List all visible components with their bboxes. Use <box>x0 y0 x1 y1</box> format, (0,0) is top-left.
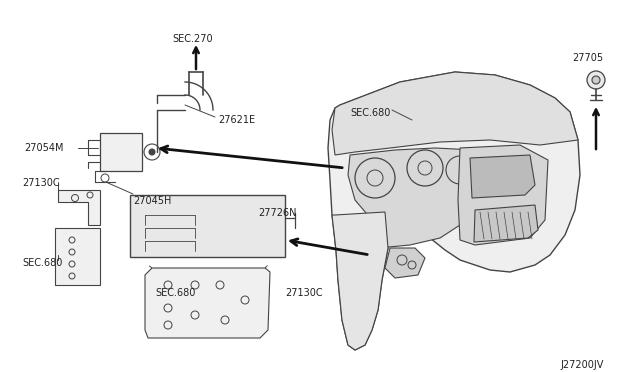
Polygon shape <box>145 268 270 338</box>
Circle shape <box>587 71 605 89</box>
Text: SEC.680: SEC.680 <box>350 108 390 118</box>
Text: 27045H: 27045H <box>133 196 172 206</box>
FancyBboxPatch shape <box>130 195 285 257</box>
Text: J27200JV: J27200JV <box>560 360 604 370</box>
Polygon shape <box>474 205 538 242</box>
Polygon shape <box>58 190 100 225</box>
Polygon shape <box>348 148 475 248</box>
Text: 27726N: 27726N <box>258 208 296 218</box>
Circle shape <box>592 76 600 84</box>
Text: 27054M: 27054M <box>24 143 63 153</box>
Text: 27130C: 27130C <box>22 178 60 188</box>
Polygon shape <box>332 212 388 350</box>
Polygon shape <box>328 72 580 350</box>
Text: 27130C: 27130C <box>285 288 323 298</box>
Text: 27705: 27705 <box>572 53 603 63</box>
Text: SEC.680: SEC.680 <box>22 258 62 268</box>
Text: SEC.680: SEC.680 <box>155 288 195 298</box>
Text: SEC.270: SEC.270 <box>172 34 212 44</box>
Polygon shape <box>458 145 548 245</box>
Polygon shape <box>385 248 425 278</box>
Polygon shape <box>470 155 535 198</box>
Text: 27621E: 27621E <box>218 115 255 125</box>
FancyBboxPatch shape <box>100 133 142 171</box>
Polygon shape <box>332 72 578 155</box>
Circle shape <box>149 149 155 155</box>
Polygon shape <box>55 228 100 285</box>
